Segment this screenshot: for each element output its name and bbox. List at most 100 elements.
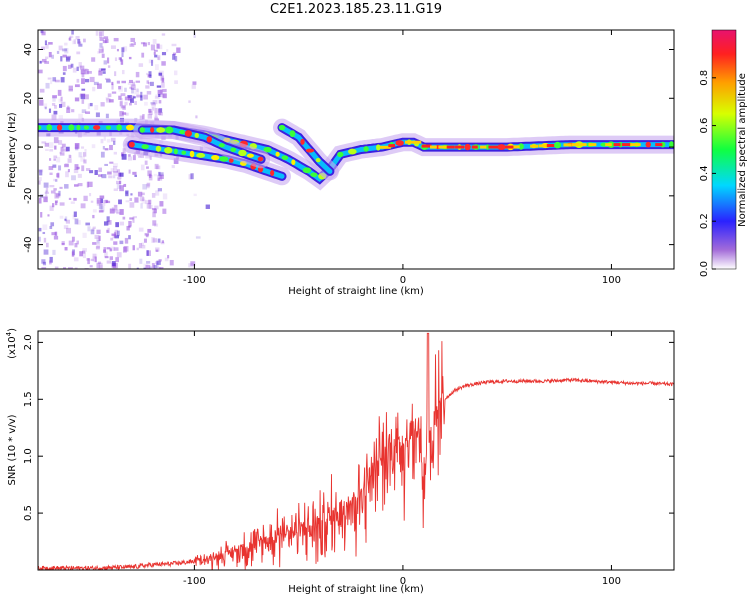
noise-cell [147, 170, 152, 177]
noise-cell [65, 57, 70, 62]
noise-cell [58, 190, 61, 196]
noise-cell [51, 232, 57, 236]
noise-cell [95, 246, 100, 250]
noise-cell [65, 219, 71, 224]
noise-cell [141, 198, 146, 204]
noise-cell [81, 165, 85, 172]
y-tick-label: 1.5 [23, 391, 34, 407]
noise-cell [76, 220, 81, 225]
noise-cell [156, 263, 159, 269]
colorbar-gradient [712, 30, 736, 269]
noise-cell [117, 177, 121, 181]
noise-cell [120, 93, 126, 97]
noise-cell [153, 223, 159, 227]
noise-cell [66, 227, 72, 234]
noise-cell [116, 80, 120, 84]
noise-cell [43, 103, 48, 109]
track-blob [218, 143, 225, 148]
noise-cell [148, 71, 152, 77]
noise-cell [45, 194, 48, 200]
noise-cell [85, 222, 90, 226]
noise-cell [98, 203, 103, 210]
noise-cell [139, 115, 144, 120]
x-tick-label: 100 [602, 275, 621, 286]
noise-cell [60, 146, 64, 152]
noise-cell [61, 243, 65, 246]
noise-cell [140, 95, 143, 101]
noise-cell [76, 240, 79, 245]
track-peak [388, 144, 396, 148]
figure-title: C2E1.2023.185.23.11.G19 [270, 2, 442, 17]
noise-cell [140, 203, 143, 209]
noise-cell [67, 64, 72, 69]
noise-cell [54, 192, 59, 199]
track-peak [655, 143, 663, 147]
noise-cell [68, 240, 74, 246]
noise-cell [93, 253, 98, 257]
noise-cell [151, 107, 155, 111]
noise-cell [84, 148, 87, 152]
noise-cell [133, 41, 136, 46]
noise-cell [53, 158, 56, 161]
noise-cell [58, 98, 62, 103]
noise-cell [157, 56, 160, 60]
noise-cell [45, 187, 49, 193]
noise-cell [107, 171, 112, 175]
noise-cell [86, 181, 89, 188]
noise-cell [136, 267, 139, 269]
noise-cell [59, 202, 65, 206]
noise-cell [50, 190, 56, 194]
noise-cell [106, 138, 111, 143]
noise-cell [100, 205, 105, 212]
noise-cell [119, 111, 124, 117]
noise-cell [162, 88, 167, 93]
noise-cell [114, 204, 118, 211]
noise-cell [140, 91, 143, 98]
noise-cell [61, 241, 65, 245]
track-blob [376, 144, 381, 151]
noise-cell [68, 36, 72, 41]
noise-cell [149, 155, 152, 160]
noise-cell [43, 196, 48, 203]
noise-cell [146, 80, 150, 84]
noise-cell [110, 246, 115, 251]
noise-cell [92, 86, 96, 92]
noise-cell [98, 264, 103, 269]
noise-cell [52, 77, 57, 82]
noise-cell [191, 84, 196, 89]
noise-cell [152, 39, 157, 44]
noise-cell [109, 256, 113, 260]
noise-cell [155, 190, 160, 196]
noise-cell [54, 105, 57, 109]
noise-cell [151, 192, 156, 198]
noise-cell [106, 247, 111, 250]
noise-cell [190, 261, 196, 266]
noise-cell [116, 183, 122, 189]
noise-cell [158, 100, 162, 104]
noise-cell [41, 259, 46, 264]
noise-cell [120, 98, 123, 101]
noise-cell [138, 155, 142, 158]
noise-cell [157, 89, 163, 95]
noise-cell [148, 174, 153, 181]
noise-cell [104, 148, 109, 151]
noise-cell [158, 259, 162, 262]
noise-cell [164, 257, 169, 262]
noise-cell [74, 143, 80, 149]
noise-cell [128, 156, 133, 161]
noise-cell [83, 38, 86, 43]
noise-cell [140, 164, 145, 171]
noise-cell [98, 167, 103, 173]
noise-cell [96, 239, 100, 244]
noise-cell [102, 71, 106, 74]
noise-cell [125, 190, 129, 197]
noise-cell [71, 40, 76, 45]
colorbar-frame [711, 29, 737, 270]
noise-cell [141, 242, 144, 246]
noise-cell [150, 44, 156, 51]
noise-cell [153, 49, 158, 52]
noise-cell [74, 267, 78, 269]
noise-cell [64, 42, 68, 46]
noise-cell [81, 99, 85, 104]
noise-cell [107, 93, 112, 98]
